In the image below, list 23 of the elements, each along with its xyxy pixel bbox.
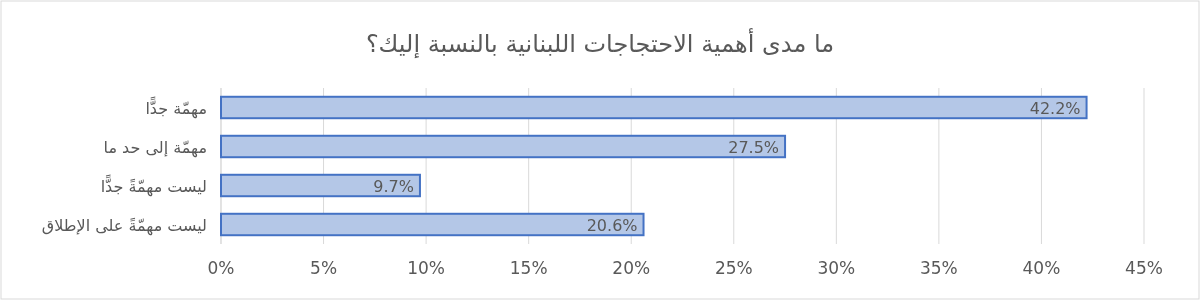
y-tick-label: مهمّة إلى حد ما: [103, 137, 207, 158]
x-tick-label: 10%: [407, 258, 446, 278]
data-label: 9.7%: [373, 176, 414, 196]
x-tick-label: 45%: [1125, 258, 1163, 278]
bar: [220, 173, 421, 198]
data-label: 20.6%: [586, 215, 638, 235]
data-label: 42.2%: [1029, 98, 1081, 118]
x-tick-label: 0%: [207, 258, 235, 278]
bar: [220, 134, 787, 159]
bar: [220, 95, 1088, 120]
y-tick-label: مهمّة جدًّا: [145, 96, 207, 119]
chart-title: ما مدى أهمية الاحتجاجات اللبنانية بالنسبة إليك؟: [365, 28, 835, 59]
x-tick-label: 30%: [817, 258, 856, 278]
y-tick-label: ليست مهمّةً جدًّا: [100, 174, 207, 197]
y-tick-label: ليست مهمّةً على الإطلاق: [41, 215, 207, 236]
x-tick-label: 25%: [714, 258, 753, 278]
x-tick-label: 35%: [919, 258, 958, 278]
x-tick-label: 40%: [1022, 258, 1061, 278]
bar: [220, 212, 645, 237]
data-label: 27.5%: [728, 137, 780, 157]
x-tick-label: 15%: [509, 258, 548, 278]
x-tick-label: 5%: [310, 258, 338, 278]
x-tick-label: 20%: [612, 258, 651, 278]
